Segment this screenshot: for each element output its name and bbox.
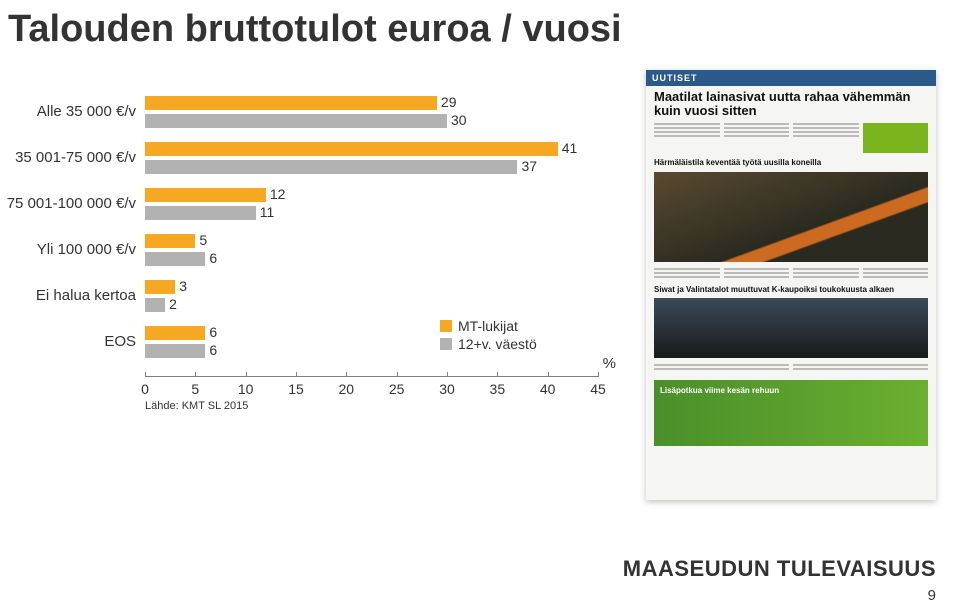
newspaper-headline: Maatilat lainasivat uutta rahaa vähemmän…	[646, 86, 936, 119]
chart-row: Yli 100 000 €/v 5 6	[0, 228, 620, 272]
category-label: Alle 35 000 €/v	[0, 104, 136, 121]
chart-row: 35 001-75 000 €/v 41 37	[0, 136, 620, 180]
bar-value: 6	[209, 324, 217, 340]
newspaper-subhead: Siwat ja Valintatalot muuttuvat K-kaupoi…	[646, 284, 936, 296]
legend-swatch	[440, 338, 452, 350]
category-label: EOS	[0, 334, 136, 351]
newspaper-section-band: UUTISET	[646, 70, 936, 86]
page-title: Talouden bruttotulot euroa / vuosi	[0, 0, 960, 51]
bar-value: 3	[179, 278, 187, 294]
category-label: Yli 100 000 €/v	[0, 242, 136, 259]
bar-value: 5	[199, 232, 207, 248]
bar-series-b	[145, 298, 165, 312]
axis-unit: %	[603, 355, 616, 372]
tick-label: 30	[439, 381, 455, 397]
category-label: Ei halua kertoa	[0, 288, 136, 305]
bar-value: 30	[451, 112, 467, 128]
legend-item: 12+v. väestö	[440, 336, 537, 352]
bar-value: 29	[441, 94, 457, 110]
tick-label: 25	[389, 381, 405, 397]
bar-value: 6	[209, 342, 217, 358]
tick-label: 20	[339, 381, 355, 397]
bar-series-b	[145, 160, 517, 174]
bar-value: 11	[260, 204, 275, 220]
tick-label: 15	[288, 381, 304, 397]
tick-label: 40	[540, 381, 556, 397]
bar-series-b	[145, 114, 447, 128]
legend: MT-lukijat 12+v. väestö	[440, 318, 537, 354]
bar-value: 6	[209, 250, 217, 266]
tick-label: 0	[141, 381, 149, 397]
page-number: 9	[928, 587, 936, 604]
bar-value: 41	[562, 140, 578, 156]
tick-label: 45	[590, 381, 606, 397]
bar-series-a	[145, 142, 558, 156]
tick-label: 10	[238, 381, 254, 397]
newspaper-ad: Lisäpotkua viime kesän rehuun	[654, 380, 928, 446]
bar-series-b	[145, 344, 205, 358]
chart-row: Ei halua kertoa 3 2	[0, 274, 620, 318]
bar-value: 12	[270, 186, 286, 202]
bar-series-a	[145, 326, 205, 340]
bar-chart: Alle 35 000 €/v 29 30 35 001-75 000 €/v …	[0, 90, 620, 420]
source-label: Lähde: KMT SL 2015	[145, 400, 248, 412]
newspaper-subhead: Härmäläistila keventää työtä uusilla kon…	[646, 157, 936, 169]
bar-value: 37	[521, 158, 537, 174]
tick-label: 35	[490, 381, 506, 397]
newspaper-photo	[654, 172, 928, 262]
category-label: 75 001-100 000 €/v	[0, 196, 136, 213]
bar-value: 2	[169, 296, 177, 312]
category-label: 35 001-75 000 €/v	[0, 150, 136, 167]
bar-series-b	[145, 252, 205, 266]
bar-series-a	[145, 234, 195, 248]
bar-series-a	[145, 96, 437, 110]
brand-logo: MAASEUDUN TULEVAISUUS	[623, 556, 936, 582]
bar-series-b	[145, 206, 256, 220]
newspaper-photo	[654, 298, 928, 358]
tick-label: 5	[191, 381, 199, 397]
legend-item: MT-lukijat	[440, 318, 537, 334]
legend-label: MT-lukijat	[458, 318, 518, 334]
legend-swatch	[440, 320, 452, 332]
legend-label: 12+v. väestö	[458, 336, 537, 352]
bar-series-a	[145, 188, 266, 202]
newspaper-thumbnail: UUTISET Maatilat lainasivat uutta rahaa …	[646, 70, 936, 500]
chart-row: Alle 35 000 €/v 29 30	[0, 90, 620, 134]
bar-series-a	[145, 280, 175, 294]
chart-row: 75 001-100 000 €/v 12 11	[0, 182, 620, 226]
